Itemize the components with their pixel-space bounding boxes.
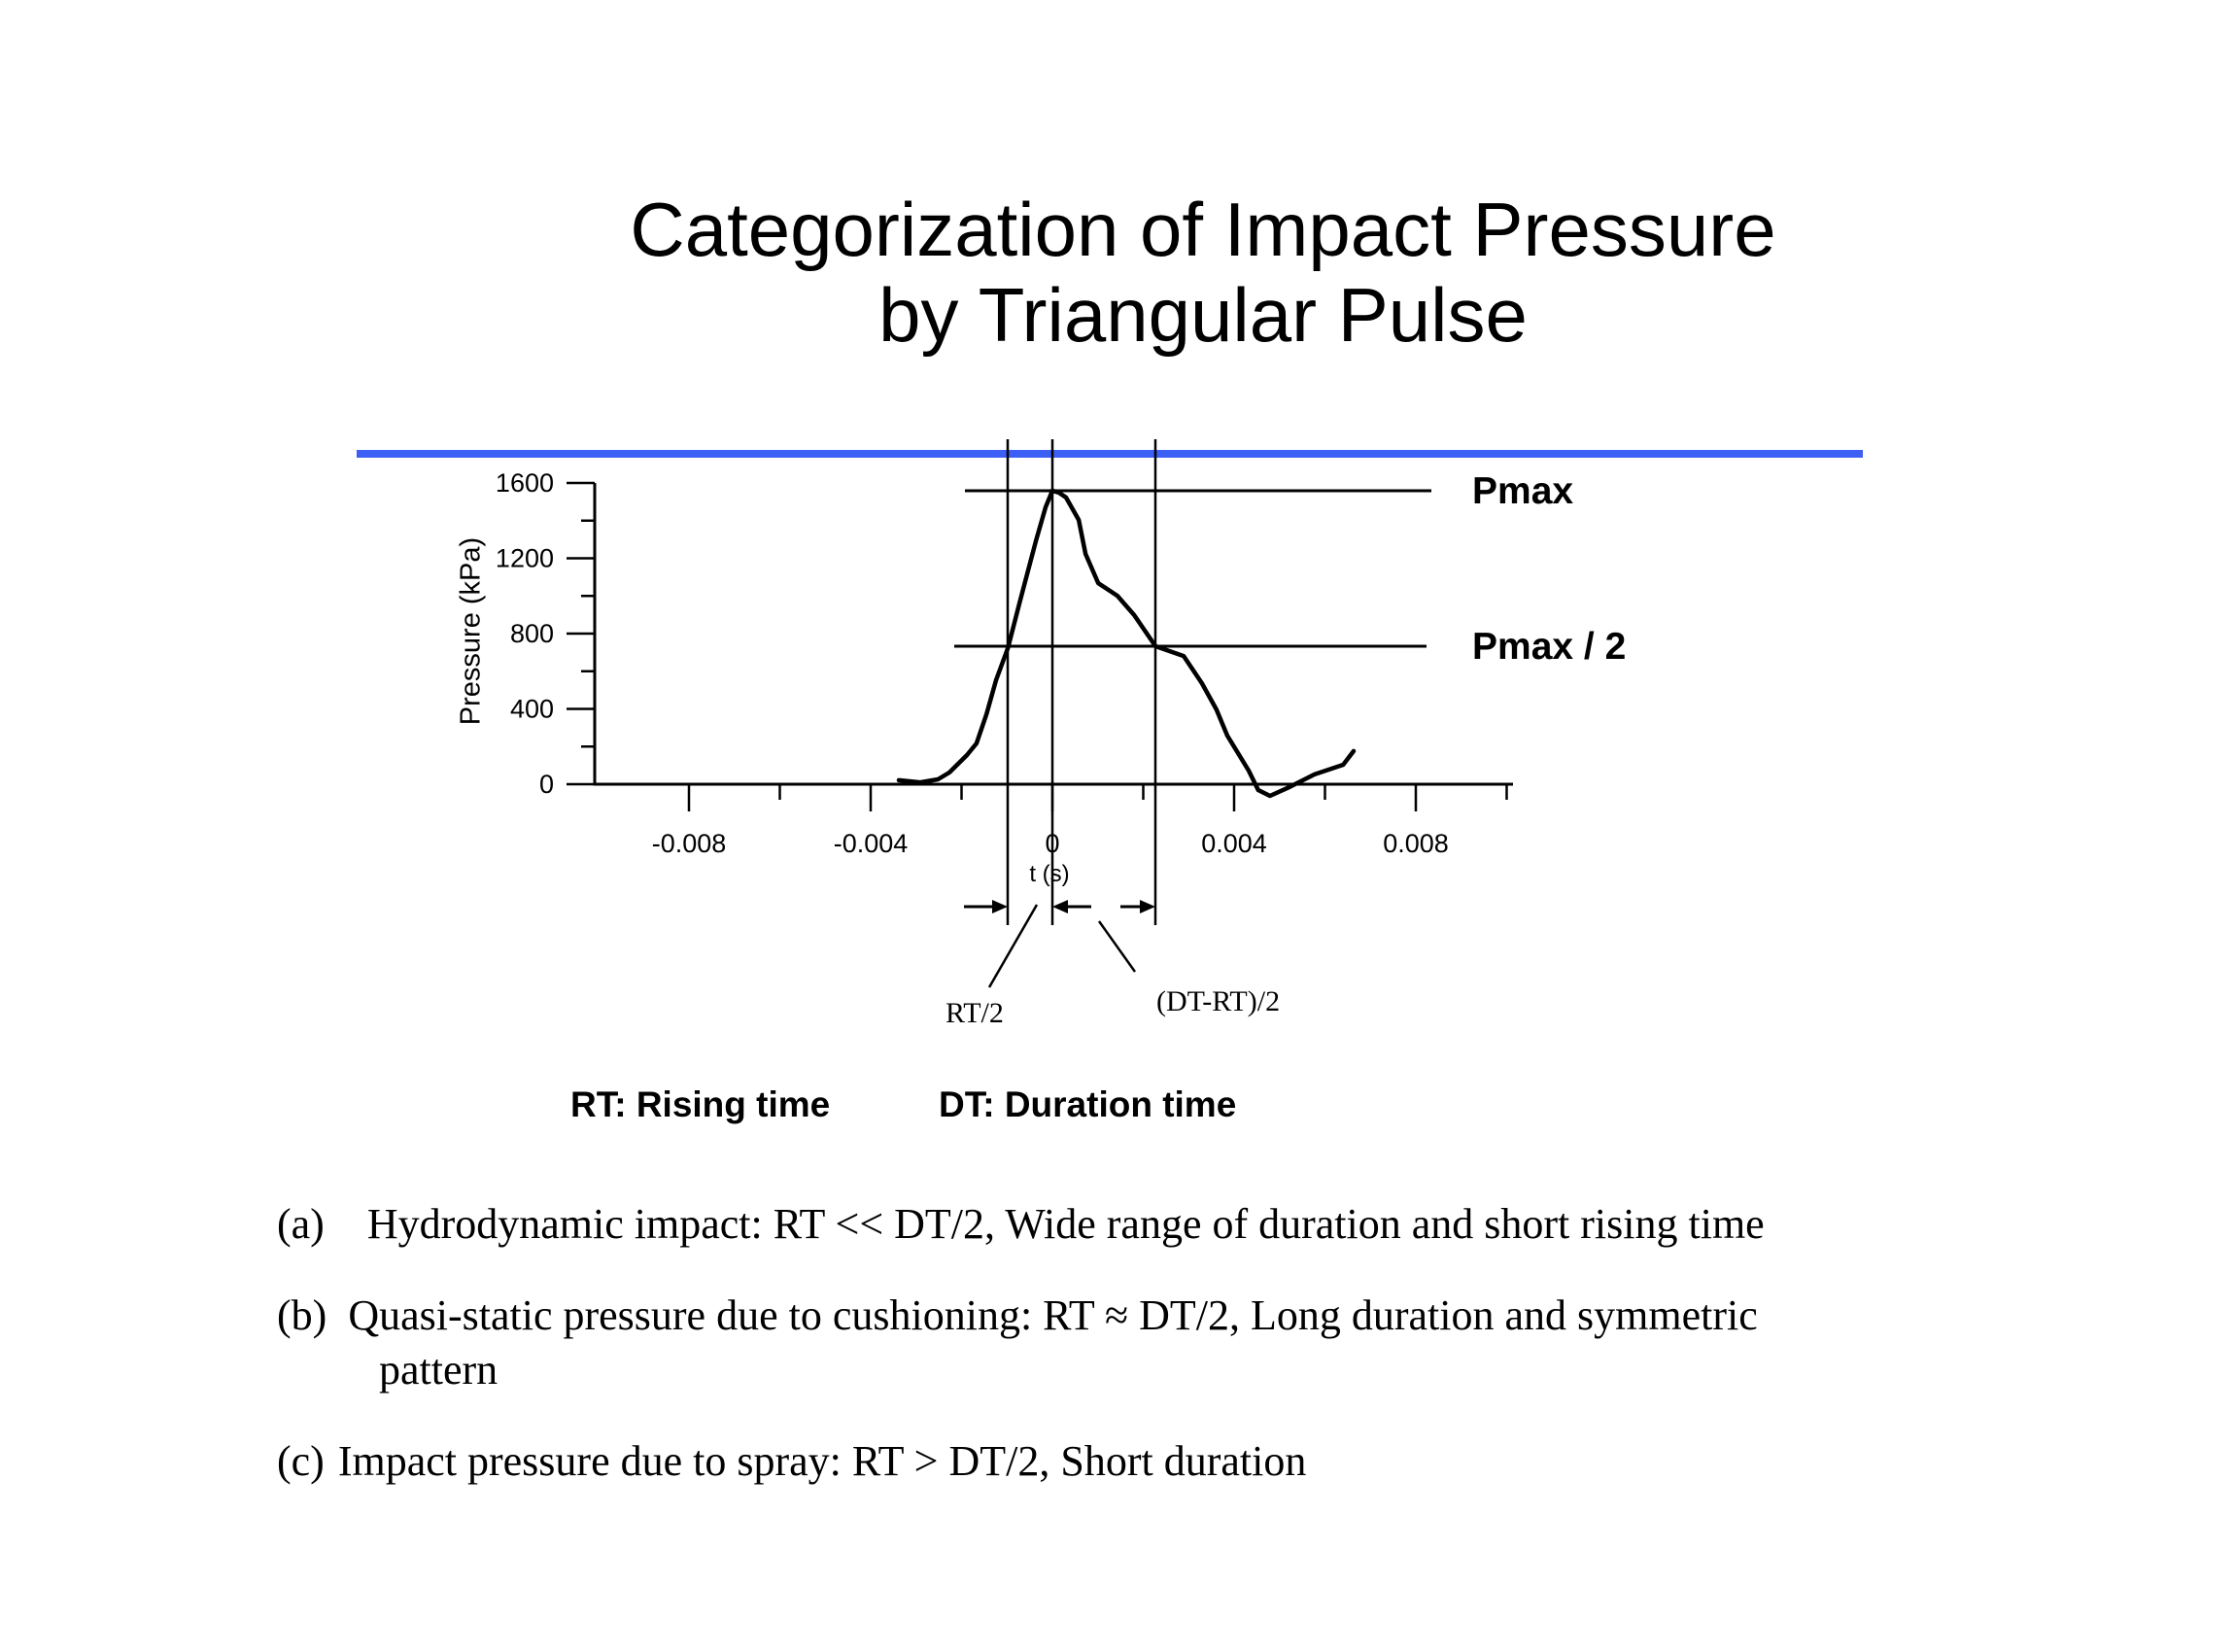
y-tick-label: 1600 [496,468,554,498]
pressure-curve [896,488,1357,799]
x-tick-label: -0.004 [834,829,909,858]
legend-rising-time: RT: Rising time [570,1084,831,1124]
y-tick-label: 400 [510,695,554,724]
dimension-arrowhead [991,900,1008,913]
note-b-marker: (b) [277,1291,327,1339]
note-b-text: Quasi-static pressure due to cushioning:… [348,1291,1758,1339]
pmax-half-label: Pmax / 2 [1472,626,1627,668]
pmax-label: Pmax [1472,470,1574,512]
dimension-arrowhead [1052,900,1068,913]
slide-title: Categorization of Impact Pressure by Tri… [426,187,1980,358]
dt-rt-half-leader-line [1097,920,1137,973]
rt-half-label: RT/2 [946,997,1004,1029]
legend-duration-time: DT: Duration time [939,1084,1237,1124]
note-c: (c) Impact pressure due to spray: RT > DT… [277,1436,1306,1487]
note-a-text: Hydrodynamic impact: RT << DT/2, Wide ra… [366,1200,1765,1248]
title-line-1: Categorization of Impact Pressure [630,187,1776,272]
y-tick-label: 1200 [496,544,554,573]
x-axis-title: t (s) [1029,861,1070,887]
note-c-marker: (c) [277,1437,325,1485]
rt-half-leader-line [987,904,1039,988]
y-tick-label: 800 [510,619,554,648]
note-b: (b) Quasi-static pressure due to cushioni… [277,1291,1758,1341]
title-line-2: by Triangular Pulse [878,272,1528,358]
x-tick-label: 0.008 [1383,829,1449,858]
dt-rt-half-label: (DT-RT)/2 [1156,985,1281,1017]
note-b-continuation: pattern [379,1345,498,1395]
note-b-cont-text: pattern [379,1346,499,1394]
y-tick-label: 0 [539,770,554,799]
note-c-text: Impact pressure due to spray: RT > DT/2,… [337,1437,1307,1485]
dimension-arrowhead [1139,900,1155,913]
note-a: (a) Hydrodynamic impact: RT << DT/2, Wide… [277,1199,1765,1250]
note-a-marker: (a) [277,1200,325,1248]
x-tick-label: 0.004 [1201,829,1267,858]
divider-line [357,450,1863,458]
x-tick-label: -0.008 [652,829,727,858]
